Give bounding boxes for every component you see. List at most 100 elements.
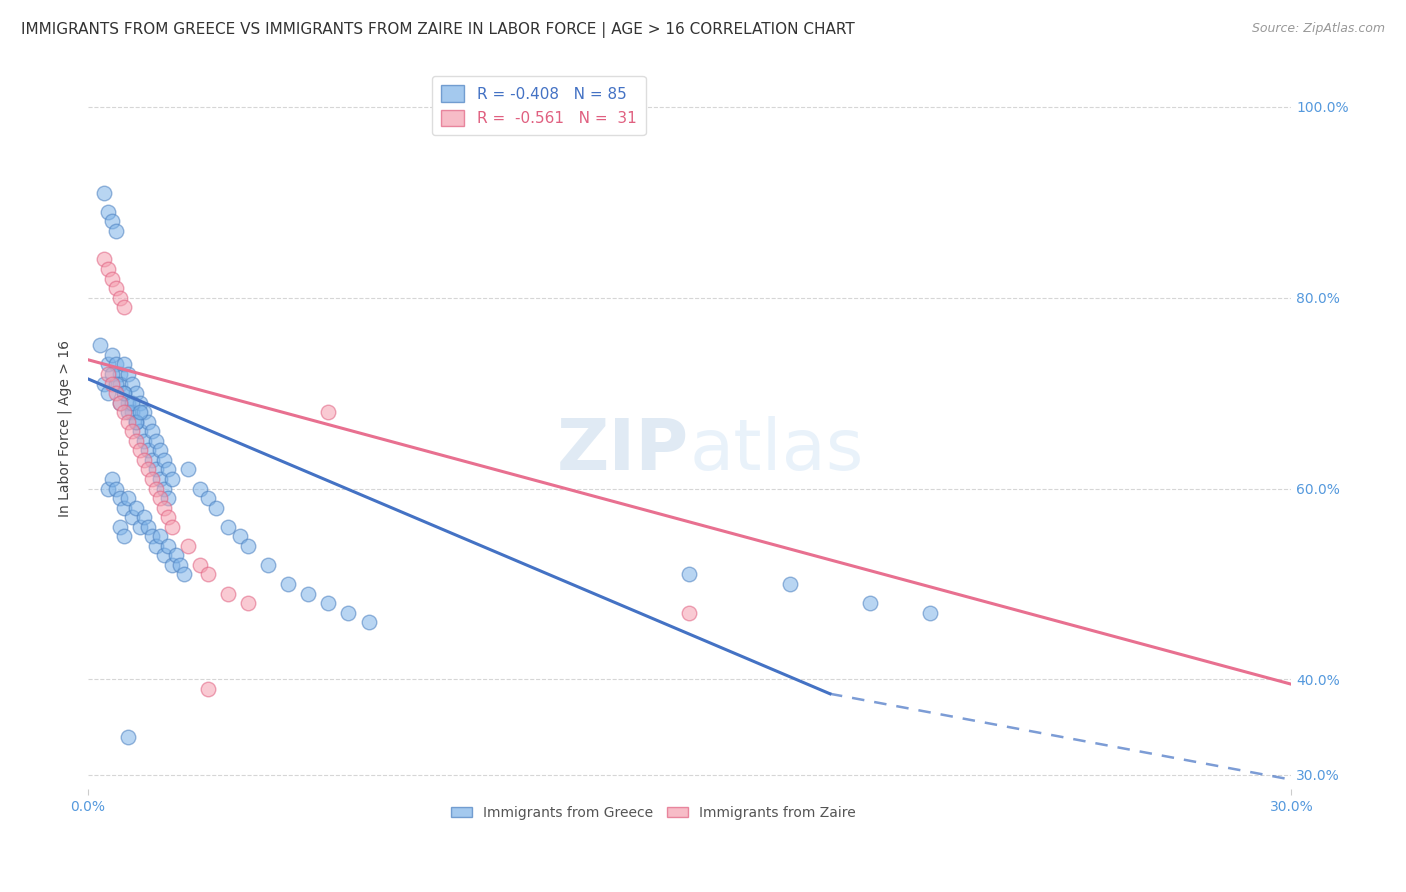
Point bbox=[160, 519, 183, 533]
Point bbox=[100, 348, 122, 362]
Point bbox=[177, 462, 200, 476]
Point bbox=[104, 281, 127, 295]
Point bbox=[97, 367, 120, 381]
Point bbox=[108, 491, 131, 505]
Point bbox=[112, 405, 135, 419]
Point bbox=[136, 462, 159, 476]
Point bbox=[121, 510, 143, 524]
Point bbox=[117, 367, 139, 381]
Point bbox=[112, 386, 135, 401]
Point bbox=[188, 482, 211, 496]
Point bbox=[108, 395, 131, 409]
Point bbox=[277, 577, 299, 591]
Point bbox=[160, 472, 183, 486]
Point bbox=[145, 462, 167, 476]
Point bbox=[112, 300, 135, 314]
Point bbox=[121, 405, 143, 419]
Point bbox=[100, 472, 122, 486]
Point bbox=[108, 519, 131, 533]
Point bbox=[297, 586, 319, 600]
Point bbox=[141, 453, 163, 467]
Point bbox=[153, 549, 176, 563]
Point bbox=[136, 443, 159, 458]
Point bbox=[136, 415, 159, 429]
Point bbox=[108, 395, 131, 409]
Point bbox=[149, 472, 172, 486]
Point bbox=[357, 615, 380, 629]
Point bbox=[165, 549, 187, 563]
Point bbox=[117, 491, 139, 505]
Point bbox=[153, 453, 176, 467]
Point bbox=[93, 376, 115, 391]
Point bbox=[153, 482, 176, 496]
Point bbox=[160, 558, 183, 572]
Text: ZIP: ZIP bbox=[557, 416, 689, 485]
Point bbox=[121, 424, 143, 438]
Point bbox=[136, 519, 159, 533]
Point bbox=[236, 596, 259, 610]
Point bbox=[145, 434, 167, 448]
Point bbox=[128, 519, 150, 533]
Point bbox=[97, 262, 120, 277]
Point bbox=[132, 453, 155, 467]
Point bbox=[132, 405, 155, 419]
Point bbox=[93, 186, 115, 200]
Point bbox=[100, 214, 122, 228]
Point bbox=[104, 386, 127, 401]
Point bbox=[104, 376, 127, 391]
Point bbox=[121, 376, 143, 391]
Point bbox=[132, 510, 155, 524]
Point bbox=[112, 529, 135, 543]
Point bbox=[97, 482, 120, 496]
Point bbox=[145, 482, 167, 496]
Point bbox=[149, 529, 172, 543]
Point bbox=[100, 271, 122, 285]
Point bbox=[141, 529, 163, 543]
Point bbox=[104, 224, 127, 238]
Point bbox=[173, 567, 195, 582]
Point bbox=[197, 681, 219, 696]
Point bbox=[128, 443, 150, 458]
Point bbox=[156, 539, 179, 553]
Point bbox=[93, 252, 115, 267]
Point bbox=[89, 338, 111, 352]
Text: IMMIGRANTS FROM GREECE VS IMMIGRANTS FROM ZAIRE IN LABOR FORCE | AGE > 16 CORREL: IMMIGRANTS FROM GREECE VS IMMIGRANTS FRO… bbox=[21, 22, 855, 38]
Point bbox=[97, 386, 120, 401]
Legend: Immigrants from Greece, Immigrants from Zaire: Immigrants from Greece, Immigrants from … bbox=[446, 800, 862, 825]
Point bbox=[125, 415, 148, 429]
Point bbox=[100, 367, 122, 381]
Point bbox=[156, 510, 179, 524]
Point bbox=[197, 567, 219, 582]
Point bbox=[141, 424, 163, 438]
Point bbox=[125, 386, 148, 401]
Point bbox=[97, 204, 120, 219]
Point bbox=[112, 358, 135, 372]
Point bbox=[217, 586, 239, 600]
Point bbox=[156, 462, 179, 476]
Point bbox=[100, 376, 122, 391]
Point bbox=[177, 539, 200, 553]
Point bbox=[197, 491, 219, 505]
Point bbox=[257, 558, 280, 572]
Point bbox=[132, 434, 155, 448]
Point bbox=[149, 491, 172, 505]
Point bbox=[149, 443, 172, 458]
Point bbox=[920, 606, 942, 620]
Point bbox=[318, 596, 340, 610]
Y-axis label: In Labor Force | Age > 16: In Labor Force | Age > 16 bbox=[58, 341, 72, 517]
Point bbox=[205, 500, 228, 515]
Point bbox=[108, 376, 131, 391]
Point bbox=[678, 567, 700, 582]
Point bbox=[128, 395, 150, 409]
Point bbox=[217, 519, 239, 533]
Point bbox=[145, 539, 167, 553]
Point bbox=[153, 500, 176, 515]
Point bbox=[117, 415, 139, 429]
Point bbox=[117, 395, 139, 409]
Point bbox=[678, 606, 700, 620]
Point bbox=[141, 472, 163, 486]
Point bbox=[112, 386, 135, 401]
Point bbox=[169, 558, 191, 572]
Point bbox=[104, 482, 127, 496]
Point bbox=[156, 491, 179, 505]
